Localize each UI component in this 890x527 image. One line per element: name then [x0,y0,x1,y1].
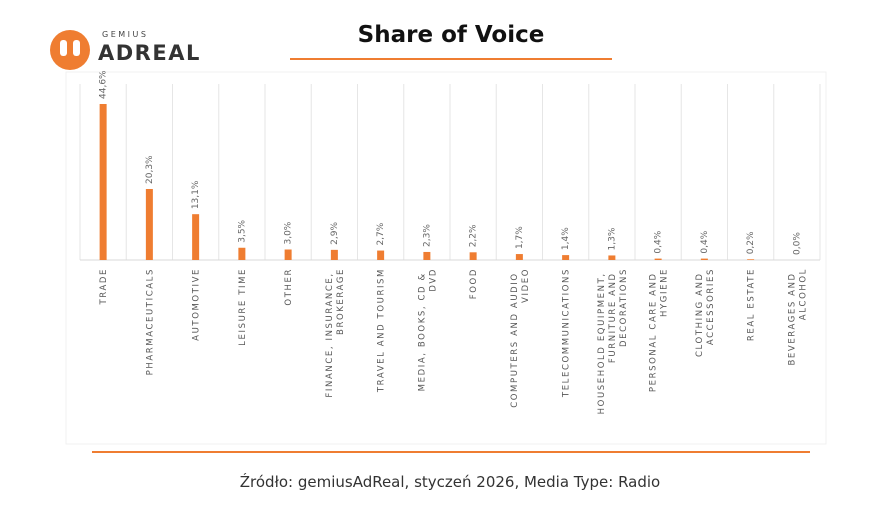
logo-binocular [60,40,67,56]
logo-icon [50,30,90,70]
value-label: 3,5% [237,219,247,242]
value-label: 2,3% [422,224,432,247]
bar [654,258,662,260]
x-tick-label: PERSONAL CARE AND HYGIENE [649,268,670,392]
bar [515,254,523,260]
bar [562,255,570,260]
x-tick-label: MEDIA, BOOKS, CD & DVD [417,268,438,391]
x-tick-label: BEVERAGES AND ALCOHOL [787,268,808,366]
x-tick-label: FINANCE, INSURANCE, BROKERAGE [325,268,346,398]
bar [284,249,292,260]
value-label: 0,2% [746,231,756,254]
bar [99,104,107,260]
bar [145,188,153,260]
logo: GEMIUS ADREAL [50,30,201,70]
x-tick-label: PHARMACEUTICALS [145,268,155,375]
x-tick-label: TELECOMMUNICATIONS [562,268,572,398]
value-label: 1,4% [561,227,571,250]
bar [469,252,477,260]
x-tick-label: REAL ESTATE [747,268,757,341]
source: Źródło: gemiusAdReal, styczeń 2026, Medi… [240,472,660,491]
value-label: 2,2% [469,224,479,247]
logo-binocular [73,40,80,56]
value-label: 13,1% [191,180,201,209]
value-label: 0,4% [654,230,664,253]
x-tick-label: TRADE [99,268,109,305]
value-label: 20,3% [145,155,155,184]
bar [192,214,200,260]
bar [747,259,755,260]
value-label: 0,0% [792,232,802,255]
value-label: 3,0% [284,221,294,244]
value-label: 1,7% [515,226,525,249]
x-tick-label: FOOD [469,268,479,299]
x-tick-label: LEISURE TIME [238,268,248,346]
x-tick-label: AUTOMOTIVE [192,268,202,341]
bar [330,249,338,260]
chart-title: Share of Voice [358,22,545,48]
bar [700,258,708,260]
value-label: 2,7% [376,222,386,245]
x-tick-label: COMPUTERS AND AUDIO VIDEO [510,268,531,408]
value-label: 2,9% [330,222,340,245]
value-label: 1,3% [607,227,617,250]
bar [608,255,616,260]
x-tick-label: CLOTHING AND ACCESSORIES [695,268,716,357]
bar [423,251,431,260]
bar [238,247,246,260]
bar [377,250,385,260]
value-label: 0,4% [700,230,710,253]
x-tick-label: HOUSEHOLD EQUIPMENT, FURNITURE AND DECOR… [597,268,629,414]
logo-product: ADREAL [98,41,201,65]
value-label: 44,6% [99,70,109,99]
logo-brand: GEMIUS [102,30,148,39]
x-tick-label: OTHER [284,268,294,306]
chart-panel [65,71,827,445]
x-tick-label: TRAVEL AND TOURISM [377,268,387,393]
